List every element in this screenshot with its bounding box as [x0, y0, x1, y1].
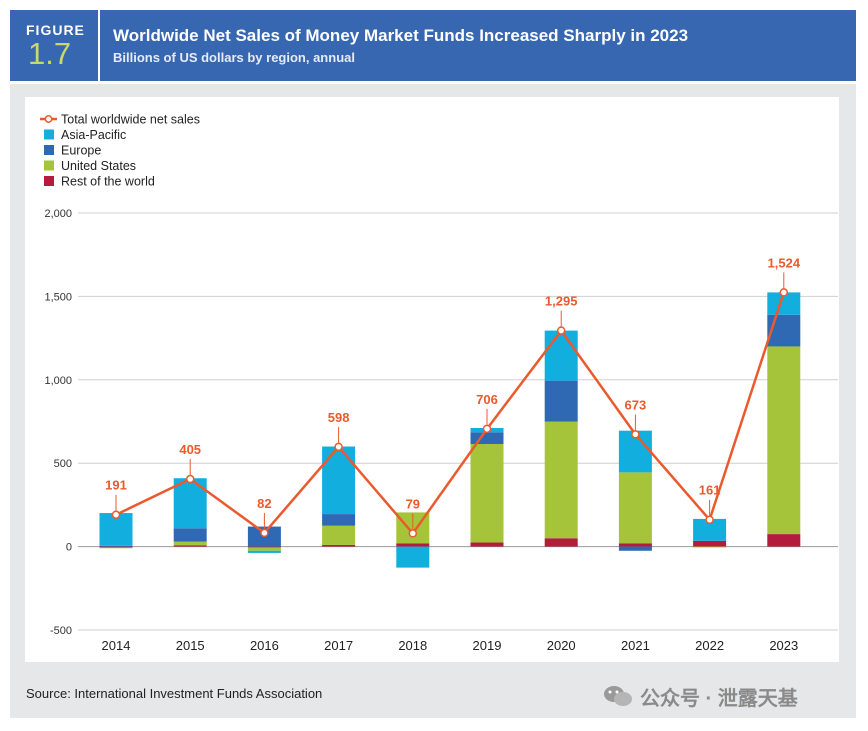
legend-label: Europe — [61, 144, 101, 158]
total-marker — [111, 510, 121, 519]
bar-rest-of-world — [767, 534, 801, 547]
total-data-label: 598 — [328, 410, 350, 425]
total-data-label: 79 — [406, 496, 420, 511]
watermark-text: 公众号 · 泄露天基 — [640, 688, 798, 710]
total-data-label: 82 — [257, 496, 271, 511]
bar-europe — [99, 545, 133, 547]
total-data-label: 405 — [179, 442, 201, 457]
y-tick-label: 0 — [66, 542, 72, 554]
total-marker — [556, 326, 566, 335]
bar-united-states — [618, 472, 652, 544]
bar-rest-of-world — [396, 543, 430, 547]
total-data-label: 673 — [625, 397, 647, 412]
bar-united-states — [173, 541, 207, 546]
total-marker — [779, 288, 789, 297]
bar-rest-of-world — [322, 544, 356, 547]
total-marker — [408, 529, 418, 538]
legend-swatch — [44, 176, 54, 186]
total-data-label: 1,295 — [545, 294, 578, 309]
bar-united-states — [767, 346, 801, 535]
bar-europe — [470, 432, 504, 445]
bar-asia-pacific — [247, 550, 281, 553]
legend-swatch-marker — [44, 115, 53, 123]
y-tick-label: 2,000 — [44, 208, 72, 220]
total-data-label: 1,524 — [768, 255, 801, 270]
x-tick-label: 2014 — [102, 638, 131, 653]
legend-label: Rest of the world — [61, 175, 155, 189]
bar-europe — [618, 546, 652, 551]
bar-asia-pacific — [767, 292, 801, 315]
bar-rest-of-world — [470, 542, 504, 547]
legend-swatch — [44, 145, 54, 155]
legend-swatch — [44, 129, 54, 140]
x-tick-label: 2022 — [695, 638, 724, 653]
bar-united-states — [247, 547, 281, 551]
x-axis: 2014 2015 2016 2017 2018 2019 2020 2021 2022 2023 — [102, 638, 799, 653]
wechat-icon — [604, 686, 632, 706]
bar-united-states — [693, 546, 727, 548]
x-tick-label: 2017 — [324, 638, 353, 653]
header-divider — [98, 10, 100, 81]
x-tick-label: 2021 — [621, 638, 650, 653]
bar-europe — [173, 528, 207, 542]
total-marker — [482, 424, 492, 434]
legend-label: United States — [61, 159, 136, 173]
x-tick-label: 2019 — [473, 638, 502, 653]
total-data-label: 161 — [699, 483, 721, 498]
bar-united-states — [470, 444, 504, 543]
total-marker — [185, 474, 195, 484]
gridlines: -500 0 500 1,000 1,500 2,000 — [44, 208, 838, 637]
x-tick-label: 2023 — [769, 638, 798, 653]
figure-number: 1.7 — [28, 36, 72, 71]
y-tick-label: -500 — [50, 625, 72, 637]
chart-subtitle: Billions of US dollars by region, annual — [113, 50, 355, 65]
bar-asia-pacific — [544, 330, 578, 381]
legend-label: Total worldwide net sales — [61, 113, 200, 127]
bar-europe — [544, 380, 578, 422]
x-tick-label: 2015 — [176, 638, 205, 653]
chart-title: Worldwide Net Sales of Money Market Fund… — [113, 26, 689, 45]
bar-asia-pacific — [396, 546, 430, 568]
bar-united-states — [544, 421, 578, 539]
total-marker — [334, 442, 343, 452]
bar-rest-of-world — [173, 545, 207, 547]
bar-rest-of-world — [544, 538, 578, 547]
bar-asia-pacific — [322, 446, 356, 515]
bar-rest-of-world — [99, 546, 133, 548]
y-tick-label: 1,000 — [44, 375, 72, 387]
bar-asia-pacific — [693, 518, 727, 541]
total-marker — [631, 430, 640, 439]
bar-rest-of-world — [247, 546, 281, 548]
bars — [99, 292, 801, 568]
figure-header — [10, 10, 856, 81]
total-line-path — [115, 292, 785, 535]
bar-europe — [322, 514, 356, 526]
x-tick-label: 2016 — [250, 638, 279, 653]
watermark: 公众号 · 泄露天基 — [640, 682, 798, 711]
bar-europe — [767, 314, 801, 347]
legend-label: Asia-Pacific — [61, 128, 126, 142]
legend-swatch — [44, 160, 54, 171]
total-marker — [705, 515, 714, 524]
bar-rest-of-world — [693, 540, 727, 547]
source-note: Source: International Investment Funds A… — [26, 686, 323, 701]
x-tick-label: 2020 — [547, 638, 576, 653]
x-tick-label: 2018 — [398, 638, 427, 653]
bar-rest-of-world — [618, 543, 652, 547]
bar-united-states — [99, 547, 133, 549]
total-line: 191 405 82 598 79 706 1,295 673 161 1,524 — [105, 255, 801, 538]
figure-label: FIGURE — [26, 22, 85, 38]
total-data-label: 706 — [476, 392, 498, 407]
bar-united-states — [322, 525, 356, 545]
figure-number-box: FIGURE 1.7 — [10, 10, 98, 81]
y-tick-label: 500 — [54, 458, 72, 470]
y-tick-label: 1,500 — [44, 291, 72, 303]
total-data-label: 191 — [105, 478, 127, 493]
total-marker — [260, 528, 269, 538]
